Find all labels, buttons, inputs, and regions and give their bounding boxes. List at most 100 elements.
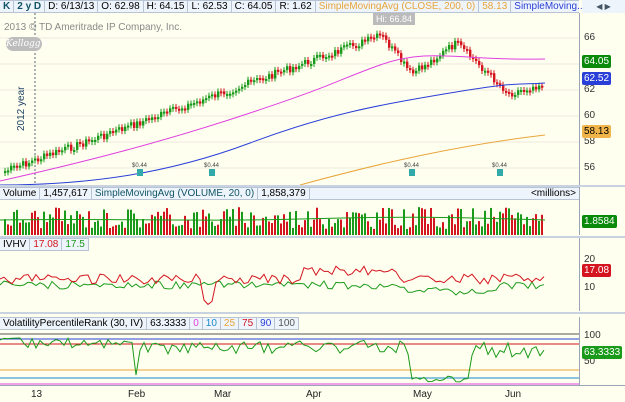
candle-body	[103, 133, 106, 140]
volume-bar	[271, 223, 273, 235]
candle-body	[340, 47, 343, 54]
candle-body	[64, 146, 67, 151]
vpr-label[interactable]: VolatilityPercentileRank (30, IV)	[0, 317, 148, 330]
dividend-marker[interactable]: $0.44	[204, 163, 219, 176]
candle-body	[529, 90, 532, 93]
volume-bar	[79, 214, 81, 235]
volume-bar	[523, 224, 525, 235]
volume-bar	[43, 211, 45, 235]
volume-bar	[304, 220, 306, 235]
volume-bar	[241, 211, 243, 235]
dividend-marker[interactable]: $0.44	[404, 163, 419, 176]
symbol-label[interactable]: K	[0, 0, 15, 13]
candle-body	[517, 90, 520, 95]
period-label[interactable]: 2 y D	[14, 0, 46, 13]
volume-header: Volume 1,457,617 SimpleMovingAvg (VOLUME…	[0, 187, 579, 200]
volume-bar	[352, 212, 354, 235]
volume-bar	[493, 216, 495, 235]
candle-body	[265, 78, 268, 81]
volume-value: 1,457,617	[40, 187, 92, 200]
ivhv-plot[interactable]	[0, 251, 579, 311]
candle-body	[418, 65, 421, 71]
candle-body	[448, 45, 451, 50]
x-label: Mar	[214, 389, 232, 400]
sma-blue-flag: 62.52	[582, 72, 612, 85]
volume-bar	[205, 216, 207, 235]
volume-plot[interactable]	[0, 200, 579, 235]
volume-sma-value: 1,858,379	[258, 187, 310, 200]
candle-body	[478, 61, 481, 66]
sma-overflow-label[interactable]: SimpleMoving...	[514, 1, 586, 12]
volume-label[interactable]: Volume	[0, 187, 41, 200]
volume-bar	[55, 207, 57, 235]
volume-bar	[511, 214, 513, 235]
volume-bar	[301, 227, 303, 235]
candle-body	[397, 50, 400, 54]
price-axis[interactable]: 66 64 62 60 58 56	[579, 13, 625, 185]
candle-body	[178, 108, 181, 111]
candle-body	[328, 55, 331, 58]
volume-sma-label[interactable]: SimpleMovingAvg (VOLUME, 20, 0)	[92, 187, 259, 200]
volume-bar	[358, 213, 360, 235]
candle-body	[4, 170, 7, 173]
sma-magenta-line	[0, 55, 546, 182]
sma-close-label[interactable]: SimpleMovingAvg (CLOSE, 200, 0)	[316, 0, 480, 13]
candle-body	[97, 135, 100, 140]
ivhv-last-flag: 17.08	[582, 264, 612, 277]
panel-separator[interactable]	[0, 185, 625, 187]
candle-body	[349, 42, 352, 45]
volume-bar	[223, 211, 225, 235]
volume-bar	[187, 219, 189, 235]
volume-bar	[373, 228, 375, 235]
candle-body	[46, 153, 49, 156]
volume-bar	[217, 224, 219, 235]
candle-body	[94, 139, 97, 142]
vpr-chart-svg	[0, 333, 579, 385]
candle-body	[346, 44, 349, 47]
price-tick: 56	[584, 162, 596, 173]
volume-bar	[337, 219, 339, 235]
vpr-plot[interactable]	[0, 330, 579, 385]
candle-body	[124, 126, 127, 132]
price-chart-svg	[0, 13, 579, 185]
volume-bar	[19, 222, 21, 235]
volume-bar	[286, 221, 288, 235]
hv-value: 17.5	[62, 238, 89, 251]
candle-body	[463, 45, 466, 50]
close-value: C: 64.05	[232, 0, 277, 13]
panel-separator[interactable]	[0, 312, 625, 314]
dividend-marker[interactable]: $0.44	[492, 163, 507, 176]
price-plot[interactable]: 2013 © TD Ameritrade IP Company, Inc. Ke…	[0, 13, 579, 185]
x-axis[interactable]: 13 Feb Mar Apr May Jun	[0, 385, 625, 402]
volume-bar	[118, 224, 120, 235]
candle-body	[322, 54, 325, 59]
volume-bar	[529, 226, 531, 235]
panel-separator[interactable]	[0, 236, 625, 238]
candle-body	[193, 102, 196, 105]
volume-bar	[268, 221, 270, 235]
candle-body	[160, 111, 163, 118]
volume-bar	[346, 212, 348, 235]
ivhv-header: IVHV 17.08 17.5	[0, 238, 89, 251]
scroll-right-icon[interactable]: ▶	[604, 2, 611, 11]
ivhv-tick: 20	[584, 254, 596, 265]
volume-bar	[106, 213, 108, 235]
candle-body	[403, 61, 406, 64]
volume-bar	[22, 219, 24, 235]
volume-bar	[481, 226, 483, 235]
candle-body	[58, 149, 61, 153]
volume-bar	[457, 208, 459, 235]
candle-body	[499, 83, 502, 86]
volume-bar	[40, 228, 42, 235]
ivhv-chart-svg	[0, 265, 545, 306]
volume-bar	[34, 210, 36, 235]
scroll-left-icon[interactable]: ◀	[596, 2, 603, 11]
ivhv-label[interactable]: IVHV	[0, 238, 31, 251]
volume-bar	[37, 217, 39, 235]
volume-bar	[184, 215, 186, 235]
candle-body	[202, 99, 205, 104]
header-scroll-arrows[interactable]: ◀ ▶	[582, 0, 625, 14]
volume-bar	[73, 223, 75, 235]
volume-bar	[208, 213, 210, 235]
dividend-marker[interactable]: $0.44	[132, 163, 147, 176]
